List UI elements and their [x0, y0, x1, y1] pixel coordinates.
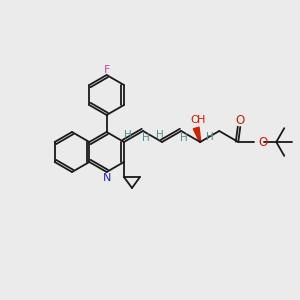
Text: O: O	[258, 136, 268, 148]
Text: H: H	[142, 133, 150, 143]
Text: H: H	[180, 133, 188, 143]
Text: H: H	[124, 130, 132, 140]
Text: H: H	[156, 130, 164, 140]
Polygon shape	[193, 127, 201, 142]
Text: H: H	[197, 115, 206, 125]
Text: O: O	[236, 113, 245, 127]
Text: H: H	[206, 132, 214, 142]
Text: O: O	[191, 115, 200, 125]
Text: N: N	[103, 173, 111, 183]
Text: F: F	[103, 65, 110, 75]
